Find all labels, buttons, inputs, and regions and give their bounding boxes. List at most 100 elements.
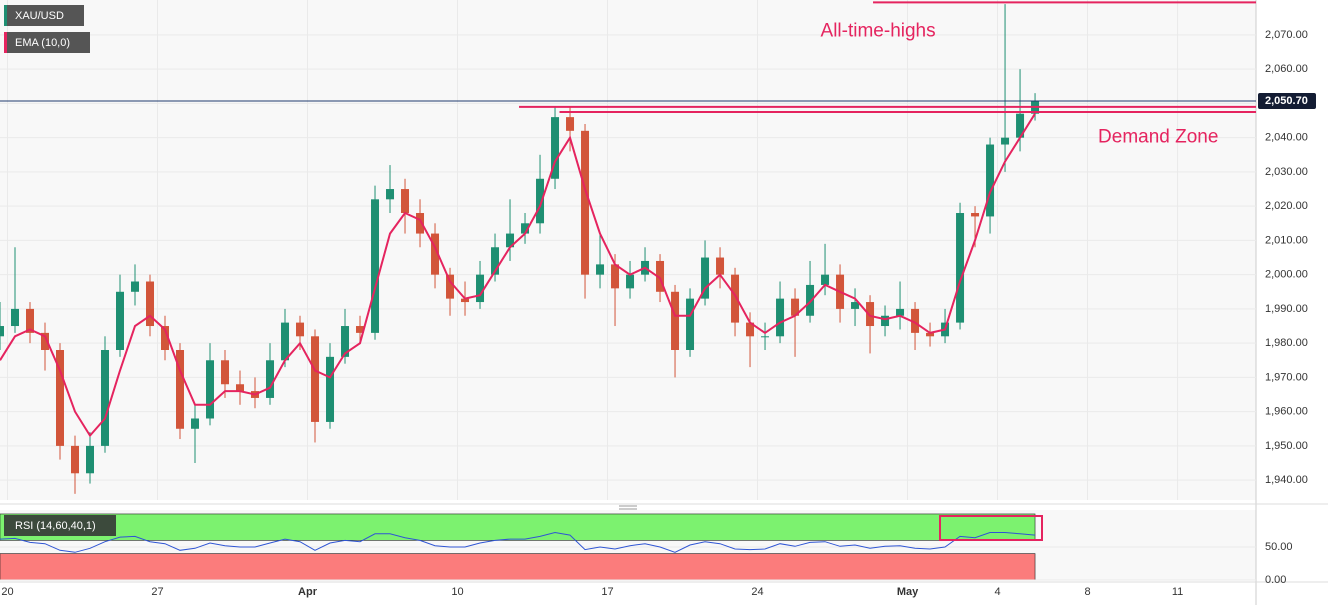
candle-body — [551, 117, 560, 179]
candle-body — [176, 350, 185, 429]
x-tick-label: 10 — [451, 586, 463, 598]
candle-body — [911, 308, 920, 333]
rsi-band — [0, 513, 1036, 541]
last-price-tag — [1258, 93, 1316, 110]
candle-body — [41, 332, 50, 350]
candle-body — [206, 360, 215, 419]
candle-body — [491, 247, 500, 275]
y-tick-label: 2,040.00 — [1265, 132, 1308, 144]
candle-body — [791, 298, 800, 316]
candle-body — [671, 291, 680, 350]
y-tick-label: 2,070.00 — [1265, 29, 1308, 41]
candle-body — [476, 274, 485, 303]
candle-body — [146, 281, 155, 327]
candle-body — [521, 223, 530, 234]
last-price-label: 2,050.70 — [1265, 95, 1308, 107]
symbol-swatch — [4, 5, 7, 26]
highlight-box — [939, 515, 1043, 541]
candle-body — [56, 350, 65, 446]
candle-body — [716, 257, 725, 275]
candle-body — [536, 178, 545, 224]
x-tick-label: 4 — [994, 586, 1000, 598]
candle-body — [296, 322, 305, 337]
candle-body — [356, 326, 365, 333]
candle-body — [446, 274, 455, 299]
candle-body — [26, 308, 35, 333]
candle-body — [761, 336, 770, 338]
candle-body — [881, 315, 890, 327]
ema-swatch — [4, 32, 7, 53]
y-tick-label: 0.00 — [1265, 574, 1286, 586]
x-tick-label: 11 — [1172, 586, 1183, 598]
pane-handle[interactable] — [619, 505, 637, 510]
candle-body — [626, 274, 635, 289]
candle-body — [866, 302, 875, 327]
candle-body — [101, 350, 110, 446]
candle-body — [506, 233, 515, 248]
price-pane — [0, 0, 1256, 500]
candle-body — [776, 298, 785, 337]
candle-body — [116, 291, 125, 350]
candle-body — [746, 322, 755, 337]
candle-body — [266, 360, 275, 398]
annotation: All-time-highs — [821, 21, 936, 42]
y-tick-label: 1,950.00 — [1265, 440, 1308, 452]
candle-body — [311, 336, 320, 422]
candle-body — [581, 130, 590, 275]
candle-body — [566, 117, 575, 131]
candle-body — [11, 308, 20, 327]
y-tick-label: 50.00 — [1265, 541, 1293, 553]
x-tick-label: 8 — [1084, 586, 1090, 598]
symbol-label: XAU/USD — [15, 10, 64, 22]
candle-body — [986, 144, 995, 217]
plot-layer: All-time-highs Demand Zone — [0, 0, 1256, 581]
candle-body — [806, 284, 815, 316]
y-tick-label: 2,020.00 — [1265, 200, 1308, 212]
candle-body — [461, 298, 470, 303]
candle-body — [416, 213, 425, 234]
y-tick-label: 2,000.00 — [1265, 269, 1308, 281]
candle-body — [236, 384, 245, 392]
candle-body — [821, 274, 830, 285]
candle-body — [401, 189, 410, 214]
candle-body — [1001, 137, 1010, 145]
candle-body — [851, 302, 860, 309]
rsi-label: RSI (14,60,40,1) — [15, 520, 96, 532]
candle-body — [926, 332, 935, 337]
x-tick-label: May — [897, 586, 919, 598]
candle-body — [0, 326, 4, 337]
candle-body — [896, 308, 905, 316]
ema-label: EMA (10,0) — [15, 37, 70, 49]
candle-body — [71, 445, 80, 474]
ema-badge[interactable] — [4, 32, 90, 53]
y-tick-label: 1,990.00 — [1265, 303, 1308, 315]
candle-body — [1016, 113, 1025, 138]
candle-body — [956, 213, 965, 323]
candle-body — [431, 233, 440, 275]
candle-body — [386, 189, 395, 200]
candle-body — [161, 326, 170, 350]
ema-line — [0, 113, 1036, 438]
y-tick-label: 1,970.00 — [1265, 371, 1308, 383]
x-tick-label: Apr — [298, 586, 318, 598]
candle-body — [281, 322, 290, 361]
candle-body — [731, 274, 740, 323]
x-tick-label: 27 — [151, 586, 163, 598]
candle-body — [701, 257, 710, 299]
legend[interactable]: XAU/USD EMA (10,0) RSI (14,60,40,1) — [4, 5, 116, 536]
candle-body — [341, 326, 350, 357]
rsi-badge[interactable] — [4, 515, 116, 536]
candle-body — [131, 281, 140, 292]
candle-body — [686, 298, 695, 350]
y-tick-label: 1,940.00 — [1265, 474, 1308, 486]
y-tick-label: 1,980.00 — [1265, 337, 1308, 349]
x-tick-label: 24 — [751, 586, 763, 598]
y-tick-label: 2,010.00 — [1265, 234, 1308, 246]
candle-body — [326, 356, 335, 422]
candle-body — [971, 213, 980, 217]
x-tick-label: 17 — [601, 586, 613, 598]
symbol-badge[interactable] — [4, 5, 84, 26]
candle-body — [86, 445, 95, 474]
rsi-band — [0, 553, 1036, 581]
annotation: Demand Zone — [1098, 127, 1218, 148]
